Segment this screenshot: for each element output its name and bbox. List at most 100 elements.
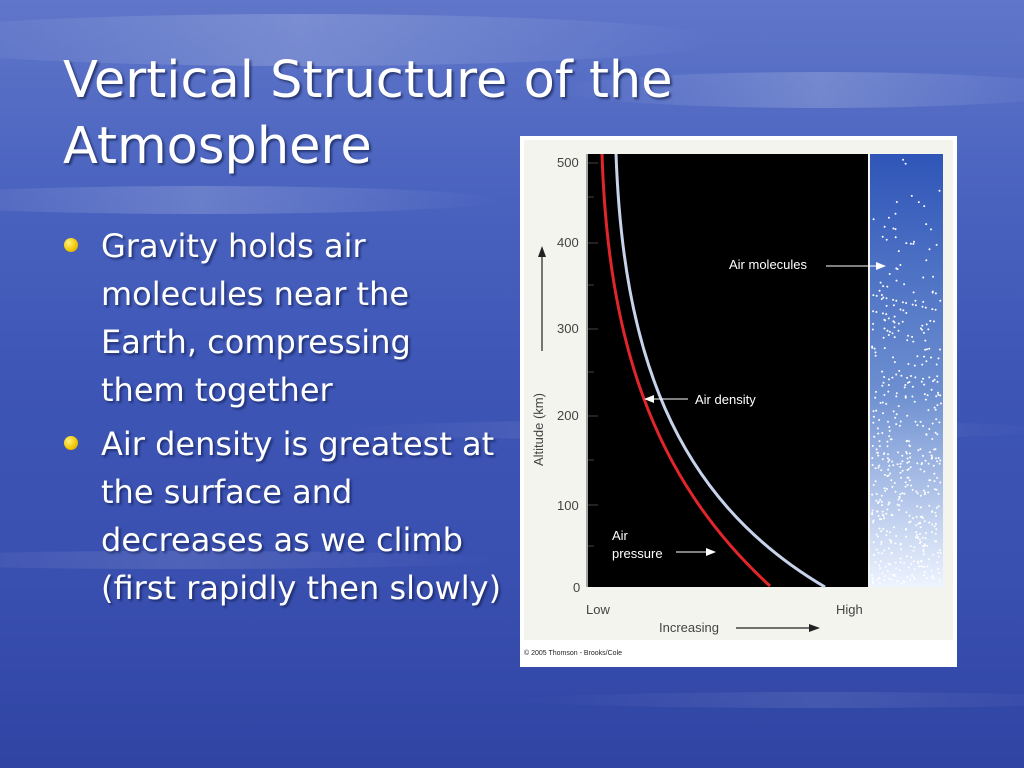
molecule-dot <box>909 456 912 459</box>
molecule-dot <box>895 535 898 537</box>
molecule-dot <box>878 464 881 467</box>
molecule-dot <box>929 479 932 482</box>
molecule-dot <box>912 560 915 563</box>
molecule-dot <box>892 410 895 413</box>
molecule-dot <box>920 565 923 568</box>
molecule-dot <box>899 561 902 564</box>
molecule-dot <box>873 347 876 350</box>
molecule-dot <box>879 498 882 501</box>
molecule-dot <box>936 375 939 378</box>
molecule-dot <box>934 511 937 514</box>
molecule-dot <box>933 480 936 483</box>
molecule-dot <box>931 510 934 513</box>
molecule-dot <box>892 298 895 301</box>
molecule-dot <box>916 424 919 427</box>
x-axis-arrow <box>736 624 820 632</box>
molecule-dot <box>874 351 877 354</box>
molecule-dot <box>936 433 939 436</box>
copyright-credit: © 2005 Thomson - Brooks/Cole <box>524 650 623 657</box>
molecule-dot <box>928 376 931 379</box>
molecule-dot <box>923 393 926 396</box>
molecule-dot <box>932 380 934 383</box>
molecule-dot <box>883 549 886 552</box>
molecule-dot <box>935 418 938 421</box>
molecule-dot <box>934 532 937 535</box>
molecule-dot <box>919 468 922 471</box>
molecule-dot <box>920 560 923 562</box>
molecule-dot <box>899 471 902 474</box>
molecule-dot <box>937 555 940 558</box>
molecule-dot <box>890 479 893 482</box>
molecule-dot <box>902 158 905 161</box>
molecule-dot <box>900 548 903 551</box>
molecule-dot <box>882 336 885 339</box>
molecule-dot <box>887 453 889 456</box>
bullet-item: Gravity holds air molecules near the Ear… <box>64 222 504 414</box>
molecule-dot <box>882 412 884 415</box>
molecule-dot <box>932 553 935 556</box>
y-axis-arrow <box>538 246 546 351</box>
molecule-dot <box>896 503 899 506</box>
molecule-dot <box>894 228 897 231</box>
air-pressure-label-line1: Air <box>612 528 629 543</box>
molecule-dot <box>923 566 925 568</box>
molecule-dot <box>908 514 911 517</box>
molecule-dot <box>905 302 908 304</box>
molecule-dot <box>918 538 921 541</box>
molecule-dot <box>939 552 942 554</box>
molecule-dot <box>938 462 941 465</box>
molecule-dot <box>939 459 942 462</box>
molecule-dot <box>897 322 900 325</box>
molecule-dot <box>934 522 937 525</box>
molecule-dot <box>929 319 932 322</box>
molecule-dot <box>894 561 897 564</box>
molecule-dot <box>921 517 924 520</box>
molecule-dot <box>930 531 933 534</box>
molecule-dot <box>890 539 893 542</box>
molecule-dot <box>891 332 894 335</box>
molecule-dot <box>882 296 885 299</box>
molecule-dot <box>908 452 911 455</box>
molecule-dot <box>924 306 927 309</box>
molecule-dot <box>892 320 895 323</box>
molecule-dot <box>918 542 921 545</box>
molecule-dot <box>912 549 915 552</box>
molecule-dot <box>935 243 938 246</box>
molecule-dot <box>875 294 878 297</box>
molecule-dot <box>925 433 928 436</box>
molecule-dot <box>876 510 879 513</box>
molecule-dot <box>916 505 919 508</box>
molecule-dot <box>920 463 923 466</box>
bullet-dot-icon <box>64 238 78 252</box>
molecule-dot <box>922 331 925 334</box>
air-pressure-arrow <box>676 548 716 556</box>
molecule-dot <box>910 562 913 565</box>
molecule-dot <box>880 494 883 497</box>
molecule-dot <box>880 294 883 296</box>
molecule-dot <box>902 309 905 312</box>
molecule-dot <box>931 422 934 425</box>
molecule-dot <box>880 469 883 472</box>
molecule-dot <box>906 483 909 486</box>
y-tick-label: 100 <box>557 498 579 513</box>
molecule-dot <box>875 499 878 502</box>
molecule-dot <box>936 551 939 554</box>
molecule-dot <box>888 501 891 504</box>
molecule-dot <box>875 448 878 451</box>
molecule-dot <box>876 451 879 454</box>
y-tick-label: 300 <box>557 321 579 336</box>
molecule-dot <box>930 356 932 359</box>
molecule-dot <box>933 406 936 409</box>
molecule-dot <box>881 370 884 373</box>
molecule-dot <box>930 457 933 460</box>
x-high-label: High <box>836 602 863 617</box>
molecule-dot <box>883 473 886 476</box>
molecule-dot <box>872 581 875 584</box>
molecule-dot <box>905 535 907 538</box>
molecule-dot <box>924 348 927 351</box>
molecule-dot <box>895 413 898 416</box>
molecule-dot <box>893 573 896 576</box>
molecule-dot <box>903 581 906 584</box>
molecule-dot <box>916 492 919 495</box>
molecule-dot <box>914 299 917 302</box>
